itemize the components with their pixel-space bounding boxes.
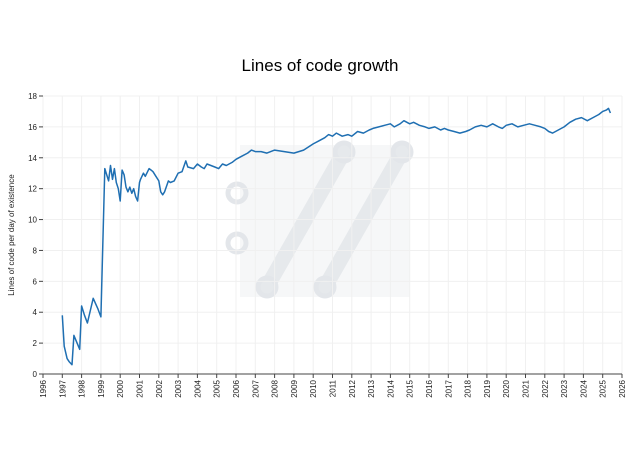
x-tick-label: 2021 — [522, 379, 531, 397]
y-tick-label: 0 — [33, 370, 38, 379]
x-tick-label: 2026 — [618, 379, 627, 397]
x-tick-label: 2011 — [329, 379, 338, 397]
x-tick-label: 2002 — [155, 379, 164, 397]
y-tick-label: 18 — [28, 92, 37, 101]
series-group — [61, 107, 612, 366]
y-tick-label: 14 — [28, 154, 37, 163]
x-tick-label: 2016 — [425, 379, 434, 397]
y-tick-label: 4 — [33, 308, 38, 317]
watermark-ring — [255, 275, 279, 299]
x-tick-label: 2006 — [232, 379, 241, 397]
x-tick-label: 2005 — [213, 379, 222, 397]
tick-labels: 1996 1997 1998 1999 2000 2001 2002 2003 2004 2005… — [28, 92, 627, 398]
x-tick-label: 2012 — [348, 379, 357, 397]
y-tick-label: 10 — [28, 216, 37, 225]
y-tick-label: 6 — [33, 277, 38, 286]
x-tick-label: 2025 — [599, 379, 608, 397]
series-line — [61, 107, 612, 366]
x-tick-label: 2024 — [579, 379, 588, 397]
x-tick-label: 2015 — [406, 379, 415, 397]
x-tick-label: 2022 — [541, 379, 550, 397]
x-tick-label: 2004 — [193, 379, 202, 397]
x-tick-label: 2019 — [483, 379, 492, 397]
x-tick-label: 2009 — [290, 379, 299, 397]
x-tick-label: 2023 — [560, 379, 569, 397]
y-tick-label: 16 — [28, 123, 37, 132]
watermark-ring — [313, 275, 337, 299]
x-tick-label: 2003 — [174, 379, 183, 397]
watermark-ring — [332, 140, 356, 164]
y-tick-label: 2 — [33, 339, 38, 348]
y-tick-label: 8 — [33, 246, 38, 255]
watermark-ring — [225, 231, 249, 255]
x-tick-label: 1999 — [97, 379, 106, 397]
x-tick-label: 2018 — [464, 379, 473, 397]
x-tick-label: 1998 — [78, 379, 87, 397]
x-tick-label: 2008 — [271, 379, 280, 397]
x-tick-label: 2001 — [136, 379, 145, 397]
watermark-ring — [390, 140, 414, 164]
chart-title: Lines of code growth — [241, 56, 399, 75]
x-tick-label: 2014 — [386, 379, 395, 397]
x-tick-label: 1997 — [58, 379, 67, 397]
x-tick-label: 2000 — [116, 379, 125, 397]
watermark-ring — [225, 181, 249, 205]
x-tick-label: 2007 — [251, 379, 260, 397]
x-tick-label: 2017 — [444, 379, 453, 397]
x-tick-label: 2010 — [309, 379, 318, 397]
grid-lines — [42, 95, 623, 375]
y-axis-label: Lines of code per day of existence — [7, 174, 16, 296]
x-tick-label: 2013 — [367, 379, 376, 397]
y-tick-label: 12 — [28, 185, 37, 194]
x-tick-label: 2020 — [502, 379, 511, 397]
x-tick-label: 1996 — [39, 379, 48, 397]
